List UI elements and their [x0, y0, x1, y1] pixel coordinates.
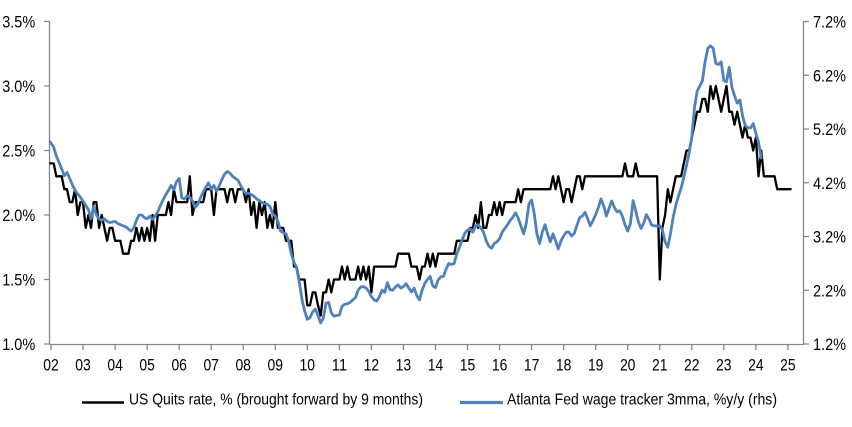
svg-text:1.0%: 1.0%	[2, 335, 35, 354]
svg-text:10: 10	[300, 357, 316, 375]
svg-text:US Quits rate, % (brought forw: US Quits rate, % (brought forward by 9 m…	[129, 391, 423, 408]
svg-text:3.5%: 3.5%	[2, 13, 35, 32]
svg-text:04: 04	[107, 357, 123, 375]
svg-text:09: 09	[268, 357, 284, 375]
svg-text:2.0%: 2.0%	[2, 206, 35, 225]
svg-text:4.2%: 4.2%	[813, 174, 846, 193]
svg-text:7.2%: 7.2%	[813, 13, 846, 32]
svg-text:02: 02	[43, 357, 59, 375]
svg-text:3.0%: 3.0%	[2, 77, 35, 96]
svg-text:3.2%: 3.2%	[813, 228, 846, 247]
svg-text:25: 25	[780, 357, 796, 375]
svg-text:1.2%: 1.2%	[813, 335, 846, 354]
svg-text:12: 12	[364, 357, 380, 375]
svg-text:2.2%: 2.2%	[813, 281, 846, 300]
svg-text:19: 19	[588, 357, 604, 375]
svg-text:22: 22	[684, 357, 700, 375]
svg-text:06: 06	[171, 357, 187, 375]
svg-text:1.5%: 1.5%	[2, 271, 35, 290]
svg-text:24: 24	[748, 357, 764, 375]
svg-text:18: 18	[556, 357, 572, 375]
svg-text:07: 07	[203, 357, 219, 375]
svg-text:14: 14	[428, 357, 444, 375]
svg-text:17: 17	[524, 357, 540, 375]
svg-text:05: 05	[139, 357, 155, 375]
svg-text:Atlanta Fed wage tracker 3mma,: Atlanta Fed wage tracker 3mma, %y/y (rhs…	[507, 391, 777, 408]
svg-text:21: 21	[652, 357, 668, 375]
svg-text:08: 08	[235, 357, 251, 375]
svg-text:20: 20	[620, 357, 636, 375]
svg-text:23: 23	[716, 357, 732, 375]
svg-text:5.2%: 5.2%	[813, 120, 846, 139]
svg-text:13: 13	[396, 357, 412, 375]
svg-text:15: 15	[460, 357, 476, 375]
svg-text:6.2%: 6.2%	[813, 67, 846, 86]
svg-text:16: 16	[492, 357, 508, 375]
svg-text:11: 11	[332, 357, 348, 375]
svg-text:03: 03	[75, 357, 91, 375]
svg-text:2.5%: 2.5%	[2, 142, 35, 161]
